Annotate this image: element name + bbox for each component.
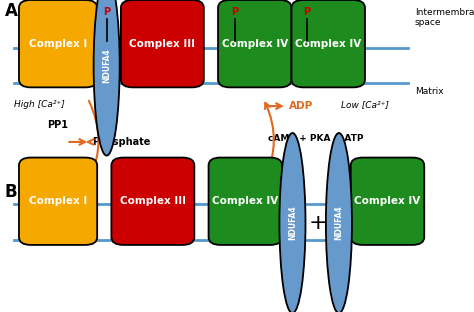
Text: +: + xyxy=(308,213,327,233)
FancyBboxPatch shape xyxy=(292,0,365,87)
Text: High [Ca²⁺]: High [Ca²⁺] xyxy=(14,100,65,109)
Text: Complex IV: Complex IV xyxy=(222,39,288,49)
Text: NDUFA4: NDUFA4 xyxy=(102,48,111,83)
FancyBboxPatch shape xyxy=(121,0,204,87)
Text: Complex IV: Complex IV xyxy=(295,39,361,49)
Text: B: B xyxy=(5,183,18,201)
Text: NDUFA4: NDUFA4 xyxy=(288,206,297,240)
Text: Intermembrane
space: Intermembrane space xyxy=(415,8,474,27)
Text: Complex III: Complex III xyxy=(120,196,186,206)
Text: NDUFA4: NDUFA4 xyxy=(335,206,343,240)
FancyBboxPatch shape xyxy=(111,158,194,245)
Text: ADP: ADP xyxy=(289,101,313,111)
Text: cAMP + PKA + ATP: cAMP + PKA + ATP xyxy=(268,134,363,143)
Text: P: P xyxy=(303,7,310,17)
Text: Low [Ca²⁺]: Low [Ca²⁺] xyxy=(341,100,389,109)
FancyBboxPatch shape xyxy=(351,158,424,245)
FancyBboxPatch shape xyxy=(19,158,97,245)
Ellipse shape xyxy=(279,133,305,312)
Text: Complex III: Complex III xyxy=(129,39,195,49)
Text: P: P xyxy=(103,7,110,17)
Ellipse shape xyxy=(94,0,119,156)
Text: Complex I: Complex I xyxy=(29,196,87,206)
FancyBboxPatch shape xyxy=(218,0,292,87)
Text: A: A xyxy=(5,2,18,20)
FancyBboxPatch shape xyxy=(19,0,97,87)
Text: Phosphate: Phosphate xyxy=(92,137,151,147)
Text: Matrix: Matrix xyxy=(415,87,443,96)
FancyBboxPatch shape xyxy=(209,158,282,245)
Text: Complex IV: Complex IV xyxy=(212,196,278,206)
Ellipse shape xyxy=(326,133,352,312)
Text: Complex IV: Complex IV xyxy=(355,196,420,206)
Text: P: P xyxy=(231,7,238,17)
Text: Complex I: Complex I xyxy=(29,39,87,49)
Text: PP1: PP1 xyxy=(47,120,68,130)
